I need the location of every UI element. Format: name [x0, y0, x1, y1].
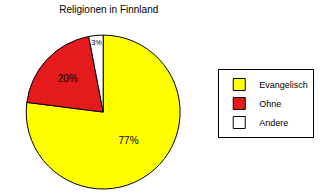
svg-text:Ohne: Ohne [259, 99, 281, 109]
svg-text:20%: 20% [58, 73, 78, 84]
svg-text:77%: 77% [119, 135, 139, 146]
svg-text:3%: 3% [91, 38, 102, 47]
svg-text:Andere: Andere [259, 118, 288, 128]
svg-text:Evangelisch: Evangelisch [259, 80, 308, 90]
svg-text:Religionen in Finnland: Religionen in Finnland [59, 4, 158, 15]
